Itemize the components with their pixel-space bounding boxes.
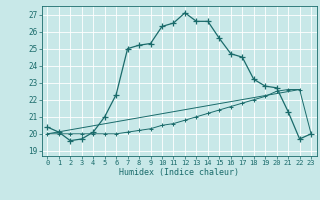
X-axis label: Humidex (Indice chaleur): Humidex (Indice chaleur) — [119, 168, 239, 177]
